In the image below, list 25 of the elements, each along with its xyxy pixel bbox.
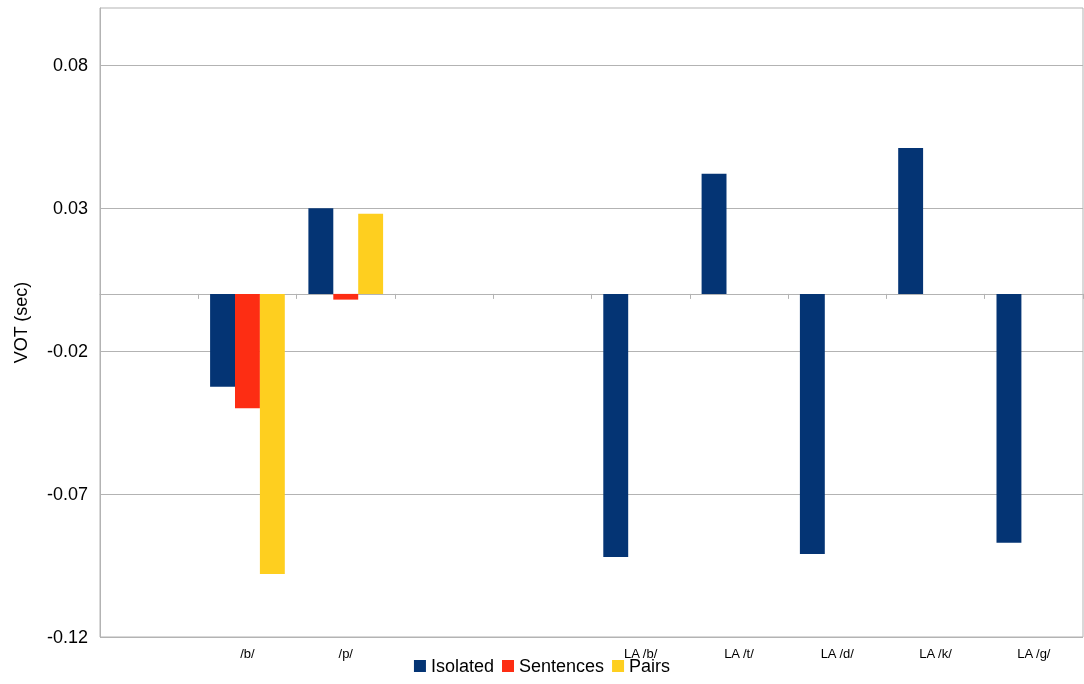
bar xyxy=(358,213,384,294)
y-tick-label: -0.07 xyxy=(46,484,88,505)
bar xyxy=(235,293,260,409)
x-tick-label: /b/ xyxy=(240,646,256,661)
bar xyxy=(799,293,825,555)
bar xyxy=(898,148,924,294)
y-tick-label: -0.12 xyxy=(46,627,88,647)
bar xyxy=(259,293,285,575)
y-tick-label: -0.02 xyxy=(46,341,88,362)
x-tick-label: LA /k/ xyxy=(919,646,953,661)
bar xyxy=(210,293,235,387)
y-tick-label: 0.03 xyxy=(52,198,88,219)
x-tick-label: LA /g/ xyxy=(1017,646,1051,661)
x-tick-label: LA /d/ xyxy=(820,646,855,661)
bar xyxy=(308,208,334,294)
bar xyxy=(603,293,629,557)
bar xyxy=(996,293,1022,543)
bar xyxy=(333,293,359,300)
y-axis-title: VOT (sec) xyxy=(11,281,31,364)
legend-label: Isolated xyxy=(430,656,494,676)
y-tick-label: 0.08 xyxy=(52,55,88,76)
x-tick-label: /p/ xyxy=(338,646,354,661)
x-tick-label: LA /t/ xyxy=(724,646,755,661)
legend-label: Sentences xyxy=(518,656,605,676)
bar xyxy=(701,173,727,294)
